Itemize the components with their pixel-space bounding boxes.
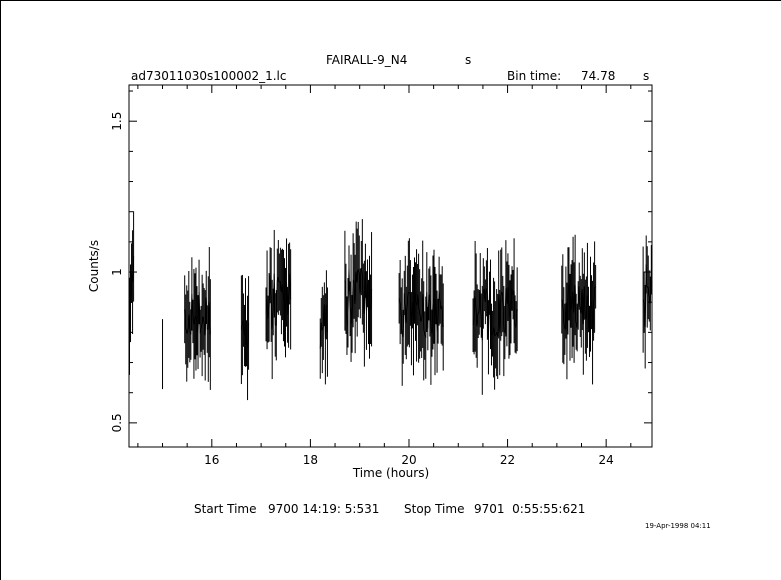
x-tick-label: 20 xyxy=(401,453,416,467)
chart-title-unit: s xyxy=(465,53,472,67)
page-border-left xyxy=(0,0,1,580)
y-axis-label: Counts/s xyxy=(87,240,101,292)
stop-time-value: 9701 0:55:55:621 xyxy=(474,502,586,516)
y-tick-label: 1 xyxy=(110,268,124,276)
axis-tick-labels: 16 18 20 22 24 0.5 1 1.5 xyxy=(110,112,614,467)
date-stamp: 19-Apr-1998 04:11 xyxy=(645,522,711,530)
x-tick-label: 24 xyxy=(599,453,614,467)
axis-ticks xyxy=(129,85,652,447)
y-tick-label: 1.5 xyxy=(110,112,124,131)
start-time-value: 9700 14:19: 5:531 xyxy=(268,502,380,516)
bin-time-unit: s xyxy=(643,69,650,83)
x-tick-label: 18 xyxy=(303,453,318,467)
file-name: ad73011030s100002_1.lc xyxy=(131,69,287,83)
x-axis-label: Time (hours) xyxy=(352,466,429,480)
y-tick-label: 0.5 xyxy=(110,413,124,432)
chart-title: FAIRALL-9_N4 xyxy=(326,53,408,67)
x-tick-label: 16 xyxy=(204,453,219,467)
stop-time-label: Stop Time xyxy=(404,502,465,516)
x-tick-label: 22 xyxy=(500,453,515,467)
data-marks xyxy=(128,211,652,401)
plot-frame xyxy=(128,84,653,448)
page-border-top xyxy=(0,0,781,1)
bin-time-value: 74.78 xyxy=(581,69,616,83)
bin-time-label: Bin time: xyxy=(507,69,562,83)
start-time-label: Start Time xyxy=(194,502,257,516)
